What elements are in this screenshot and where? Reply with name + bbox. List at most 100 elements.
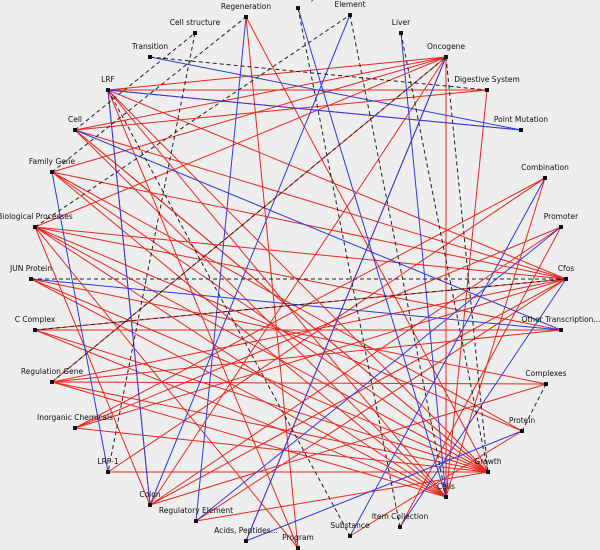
node-marker	[148, 503, 152, 507]
node-label: Promoter	[544, 212, 579, 221]
node-marker	[296, 6, 300, 10]
edge	[445, 177, 546, 498]
edge	[107, 89, 351, 537]
edge	[74, 278, 567, 429]
node-marker	[106, 470, 110, 474]
edge	[34, 226, 489, 473]
edge	[51, 171, 447, 498]
edge	[399, 278, 567, 528]
edge	[297, 7, 401, 528]
edge	[51, 171, 523, 432]
node-label: C Complex	[15, 315, 56, 324]
node-label: Program	[282, 533, 314, 542]
edge	[107, 56, 447, 91]
edges	[30, 7, 567, 549]
edge	[107, 177, 546, 473]
node-label: Regulation Gene	[21, 367, 84, 376]
edge	[74, 177, 546, 429]
node-label: Combination	[521, 163, 569, 172]
edge	[34, 226, 567, 280]
edge	[30, 278, 447, 498]
node-marker	[106, 88, 110, 92]
edge	[245, 16, 489, 473]
node-label: Item Collection	[372, 512, 429, 521]
node-marker	[33, 328, 37, 332]
node-label: Cells	[437, 482, 455, 491]
node-marker	[244, 539, 248, 543]
edge	[34, 329, 489, 473]
node-label: JUN Protein	[9, 264, 52, 273]
edge	[34, 278, 567, 331]
edge	[34, 226, 299, 549]
edge	[74, 32, 196, 131]
edge	[51, 171, 567, 280]
edge	[74, 89, 488, 131]
edge	[34, 226, 447, 498]
edge	[195, 16, 247, 522]
edge	[349, 177, 546, 537]
node-marker	[73, 128, 77, 132]
edge	[51, 381, 447, 498]
edge	[51, 171, 489, 473]
node-label: Growth	[474, 457, 501, 466]
edge	[107, 89, 299, 549]
edge	[149, 278, 567, 506]
edge	[349, 14, 447, 498]
edge	[51, 56, 447, 383]
node-marker	[148, 55, 152, 59]
edge	[195, 471, 489, 522]
edge	[107, 89, 151, 506]
edge	[400, 32, 489, 473]
edge	[51, 16, 247, 173]
node-marker	[29, 277, 33, 281]
edge	[34, 14, 351, 228]
node-label: Oncogene	[427, 42, 465, 51]
node-label: Colon	[139, 490, 160, 499]
node-marker	[444, 495, 448, 499]
edge	[34, 56, 447, 228]
node-label: Other Transcription...	[521, 315, 600, 324]
edge	[74, 129, 562, 331]
edge	[245, 56, 447, 542]
node-label: Digestive System	[454, 75, 520, 84]
node-label: Inorganic Chemicals	[37, 413, 113, 422]
node-label: LRF-1	[97, 457, 118, 466]
node-label: Transition	[131, 42, 169, 51]
edge	[74, 56, 447, 131]
node-label: Cfos	[558, 264, 574, 273]
edge	[34, 226, 151, 506]
node-label: Regulatory Element	[159, 506, 233, 515]
edge	[51, 381, 547, 385]
edge	[34, 329, 447, 498]
node-label: Point Mutation	[494, 115, 548, 124]
node-label: Regeneration	[221, 2, 272, 11]
edge	[149, 56, 522, 131]
edge	[107, 89, 567, 280]
edge	[74, 129, 567, 280]
node-label: Protein	[509, 416, 536, 425]
node-label: Cell	[68, 115, 82, 124]
node-marker	[399, 31, 403, 35]
edge	[149, 383, 547, 506]
node-label: Cell structure	[170, 18, 221, 27]
node-marker	[444, 55, 448, 59]
node-marker	[544, 382, 548, 386]
node-label: LRF	[101, 75, 115, 84]
edge	[107, 89, 522, 131]
edge	[400, 32, 447, 498]
node-marker	[244, 15, 248, 19]
edge	[245, 16, 299, 549]
edge	[149, 226, 562, 506]
node-marker	[559, 328, 563, 332]
edge	[149, 14, 351, 506]
edge	[195, 278, 567, 522]
edge	[51, 381, 489, 473]
edge	[74, 226, 562, 429]
edge	[51, 56, 447, 173]
edge	[195, 226, 562, 522]
node-marker	[543, 176, 547, 180]
node-marker	[296, 546, 300, 550]
